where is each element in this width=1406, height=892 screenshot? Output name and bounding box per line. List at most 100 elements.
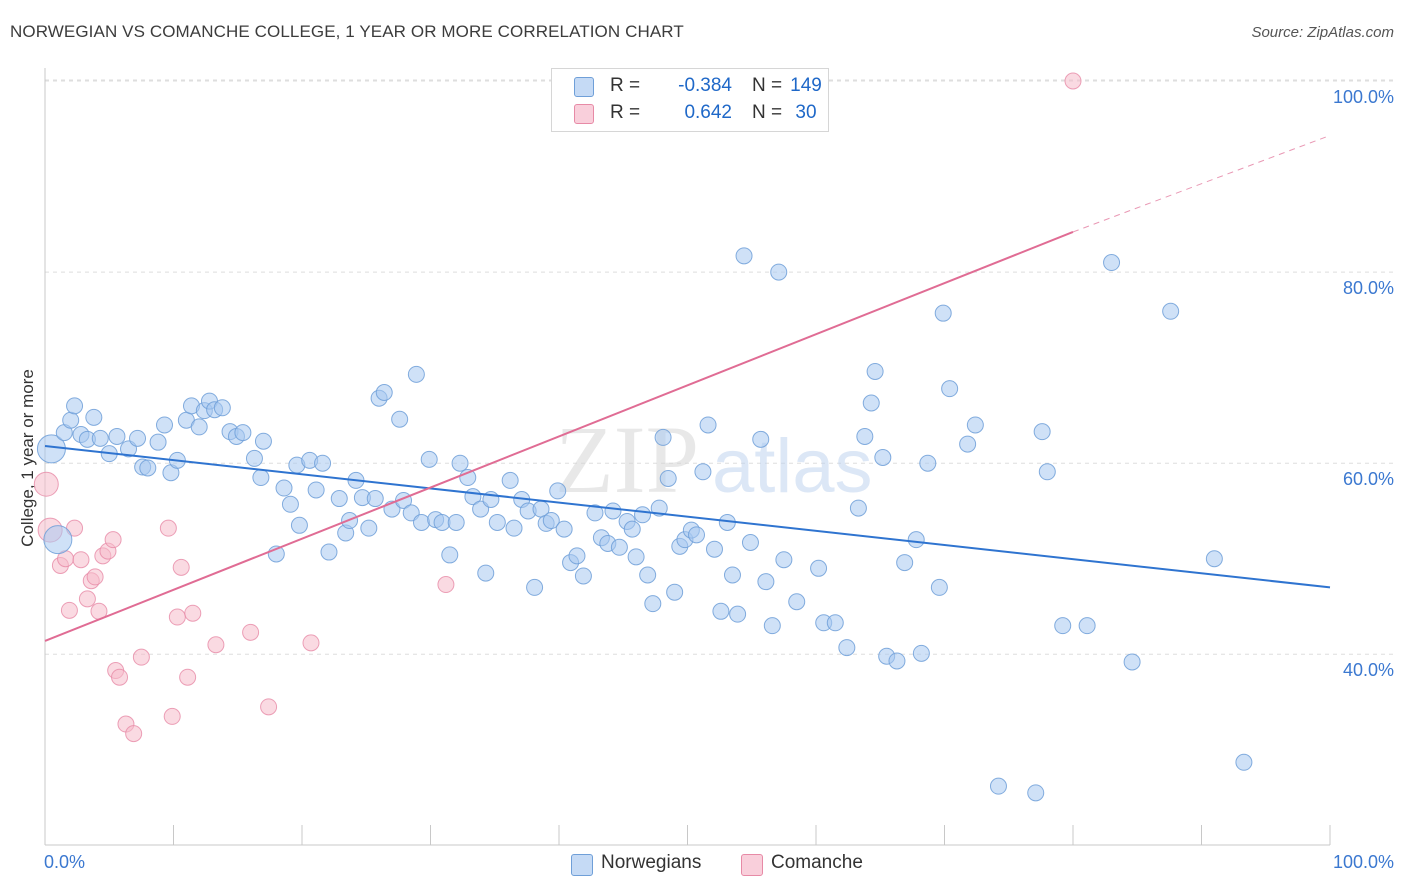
norwegians-point [687, 526, 705, 544]
norwegians-point [1054, 617, 1072, 635]
norwegians-point [705, 540, 723, 558]
norwegians-point [1162, 302, 1180, 320]
norwegians-point [862, 394, 880, 412]
comanche-point [184, 604, 202, 622]
norwegians-point [574, 567, 592, 585]
norwegians-point [634, 506, 652, 524]
comanche-point [125, 725, 143, 743]
norwegians-point [659, 469, 677, 487]
norwegians-point [770, 263, 788, 281]
norwegians-point [849, 499, 867, 517]
norwegians-point [213, 399, 231, 417]
norwegians-point [959, 435, 977, 453]
norwegians-point [644, 595, 662, 613]
norwegians-point [549, 482, 567, 500]
comanche-point [168, 608, 186, 626]
comanche-point [207, 636, 225, 654]
norwegians-point [375, 383, 393, 401]
norwegians-point [420, 450, 438, 468]
norwegians-point [1103, 254, 1121, 272]
norwegians-point [752, 430, 770, 448]
comanche-point [33, 471, 59, 497]
comanche-point [132, 648, 150, 666]
comanche-point [1064, 72, 1082, 90]
norwegians-point [91, 429, 109, 447]
norwegians-point [245, 449, 263, 467]
chart-title: NORWEGIAN VS COMANCHE COLLEGE, 1 YEAR OR… [10, 22, 684, 41]
norwegians-point [360, 519, 378, 537]
norwegians-point [1123, 653, 1141, 671]
norwegians-point [190, 418, 208, 436]
norwegians-point [407, 365, 425, 383]
norwegians-point [66, 397, 84, 415]
correlation-legend: R = -0.384 N = 149 R = 0.642 N = 30 [551, 68, 829, 132]
norwegians-point [501, 471, 519, 489]
comanche-point [159, 519, 177, 537]
watermark: ZIP atlas [555, 406, 873, 513]
comanche-point [242, 623, 260, 641]
norwegians-point [639, 566, 657, 584]
norwegians-point [896, 554, 914, 572]
axes [44, 68, 1331, 846]
norwegians-point [741, 534, 759, 552]
norwegians-point [314, 454, 332, 472]
norwegians-point [129, 429, 147, 447]
norwegians-point [1038, 463, 1056, 481]
norwegians-point [826, 614, 844, 632]
comanche-point [60, 601, 78, 619]
r-value: -0.384 [678, 75, 732, 96]
norwegians-point [252, 469, 270, 487]
r-label: R = [610, 75, 641, 96]
norwegians-point [1235, 753, 1253, 771]
norwegians-point [941, 380, 959, 398]
r-value: 0.642 [684, 102, 732, 123]
norwegians-point [307, 481, 325, 499]
norwegians-point [542, 512, 560, 530]
norwegians-point [729, 605, 747, 623]
norwegians-point [907, 531, 925, 549]
comanche-point [260, 698, 278, 716]
norwegians-point [234, 424, 252, 442]
norwegians-point [866, 362, 884, 380]
norwegians-point [775, 551, 793, 569]
comanche-point [104, 531, 122, 549]
norwegians-point [627, 548, 645, 566]
norwegians-point [604, 502, 622, 520]
norwegians-point [568, 547, 586, 565]
norwegians-point [586, 504, 604, 522]
norwegians-point [610, 538, 628, 556]
norwegians-point [526, 578, 544, 596]
norwegians-point [723, 566, 741, 584]
norwegians-point [275, 479, 293, 497]
comanche-point [111, 668, 129, 686]
norwegians-point [1033, 423, 1051, 441]
comanche-point [172, 558, 190, 576]
y-tick-label: 100.0% [1332, 87, 1394, 107]
norwegians-point [654, 428, 672, 446]
norwegians-swatch [571, 854, 593, 876]
norwegians-point [712, 602, 730, 620]
norwegians-point [1027, 784, 1045, 802]
norwegians-swatch [574, 77, 594, 97]
norwegians-point [919, 454, 937, 472]
norwegians-point [477, 564, 495, 582]
comanche-point [72, 551, 90, 569]
norwegians-point [433, 513, 451, 531]
norwegians-point [488, 513, 506, 531]
norwegians-point [447, 513, 465, 531]
x-axis-min-label: 0.0% [44, 852, 86, 872]
comanche-point [437, 576, 455, 594]
comanche-point [78, 590, 96, 608]
norwegians-point [757, 573, 775, 591]
norwegians-point [413, 513, 431, 531]
norwegians-point [505, 519, 523, 537]
norwegians-point [1205, 550, 1223, 568]
comanche-point [302, 634, 320, 652]
comanche-trend-extension [1072, 134, 1331, 233]
norwegians-point [149, 433, 167, 451]
norwegians-point [1078, 617, 1096, 635]
comanche-point [179, 668, 197, 686]
norwegians-point [320, 543, 338, 561]
comanche-trend-line [44, 231, 1074, 642]
